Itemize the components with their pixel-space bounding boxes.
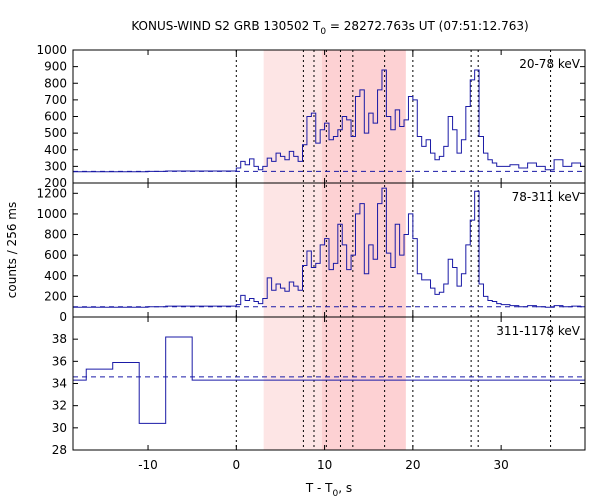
x-axis-label: T - T0, s	[305, 481, 352, 499]
x-tick-label: 10	[317, 458, 332, 472]
y-tick-label: 400	[44, 269, 67, 283]
x-tick-label: -10	[138, 458, 158, 472]
y-tick-label: 200	[44, 176, 67, 190]
y-tick-label: 1200	[36, 186, 67, 200]
panel-label-2: 311-1178 keV	[496, 324, 580, 338]
y-tick-label: 0	[59, 310, 67, 324]
y-tick-label: 38	[52, 332, 67, 346]
y-tick-label: 1000	[36, 207, 67, 221]
y-axis-label: counts / 256 ms	[5, 202, 19, 298]
y-tick-label: 900	[44, 60, 67, 74]
panel-label-0: 20-78 keV	[519, 57, 581, 71]
y-tick-label: 800	[44, 76, 67, 90]
x-tick-label: 30	[493, 458, 508, 472]
y-tick-label: 28	[52, 443, 67, 457]
y-tick-label: 1000	[36, 43, 67, 57]
series-line-panel-0	[73, 69, 586, 173]
chart-title: KONUS-WIND S2 GRB 130502 T0 = 28272.763s…	[131, 19, 528, 37]
series-layer	[73, 69, 586, 424]
y-tick-label: 32	[52, 399, 67, 413]
y-tick-label: 34	[52, 377, 67, 391]
y-tick-label: 200	[44, 289, 67, 303]
reference-lines	[235, 50, 552, 450]
y-tick-label: 36	[52, 354, 67, 368]
series-line-panel-1	[73, 187, 585, 308]
x-tick-label: 0	[232, 458, 240, 472]
panel-label-1: 78-311 keV	[512, 190, 581, 204]
y-tick-label: 300	[44, 159, 67, 173]
y-tick-label: 600	[44, 110, 67, 124]
y-tick-label: 800	[44, 228, 67, 242]
x-tick-label: 20	[405, 458, 420, 472]
y-tick-label: 500	[44, 126, 67, 140]
series-line-panel-2	[73, 336, 585, 424]
y-tick-label: 30	[52, 421, 67, 435]
y-tick-label: 700	[44, 93, 67, 107]
y-tick-label: 600	[44, 248, 67, 262]
y-tick-label: 400	[44, 143, 67, 157]
